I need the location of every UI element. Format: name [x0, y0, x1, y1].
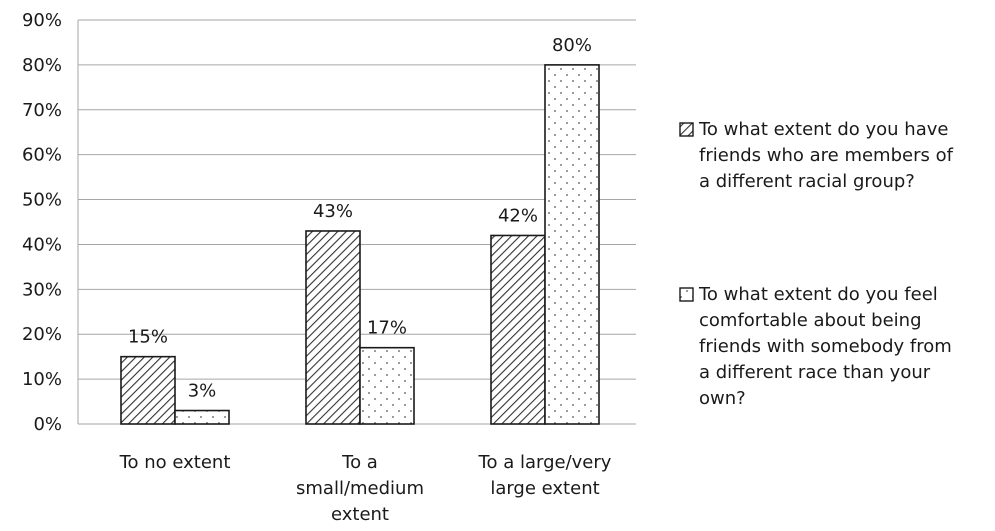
legend-label-series2: To what extent do you feel comfortable ab… [698, 284, 952, 409]
bar-series1-cat1 [120, 355, 176, 425]
gridlines [78, 19, 636, 380]
x-category-label: To a small/medium extent [296, 452, 424, 525]
legend-label-series1: To what extent do you have friends who ar… [698, 119, 954, 192]
data-labels: 15% 43% 42% 3% 17% 80% [128, 35, 592, 402]
y-tick-label: 40% [22, 234, 62, 255]
y-tick-label: 80% [22, 55, 62, 76]
y-tick-label: 20% [22, 324, 62, 345]
legend-swatch-series1 [679, 122, 694, 137]
data-label: 15% [128, 327, 168, 348]
legend: To what extent do you have friends who ar… [679, 119, 954, 409]
legend-swatch-series2 [679, 287, 694, 302]
axes: 0% 10% 20% 30% 40% 50% 60% 70% 80% 90% To no exten… [22, 10, 636, 525]
y-tick-label: 10% [22, 369, 62, 390]
data-label: 80% [552, 35, 592, 56]
bar-series2-cat3 [544, 64, 600, 425]
data-label: 42% [498, 205, 538, 226]
x-category-label: To no extent [119, 452, 231, 473]
y-tick-label: 50% [22, 190, 62, 211]
y-tick-label: 90% [22, 10, 62, 31]
data-label: 17% [367, 318, 407, 339]
bar-series2-cat1 [174, 409, 230, 425]
bar-series1-cat2 [305, 230, 361, 425]
x-category-label: To a large/very large extent [478, 452, 612, 499]
bar-series2-cat2 [359, 346, 415, 425]
y-tick-label: 0% [33, 414, 62, 435]
y-tick-label: 70% [22, 100, 62, 121]
data-label: 3% [188, 381, 217, 402]
bar-series1-cat3 [490, 234, 546, 425]
data-label: 43% [313, 201, 353, 222]
y-tick-label: 60% [22, 145, 62, 166]
y-tick-label: 30% [22, 279, 62, 300]
bars [120, 64, 600, 425]
